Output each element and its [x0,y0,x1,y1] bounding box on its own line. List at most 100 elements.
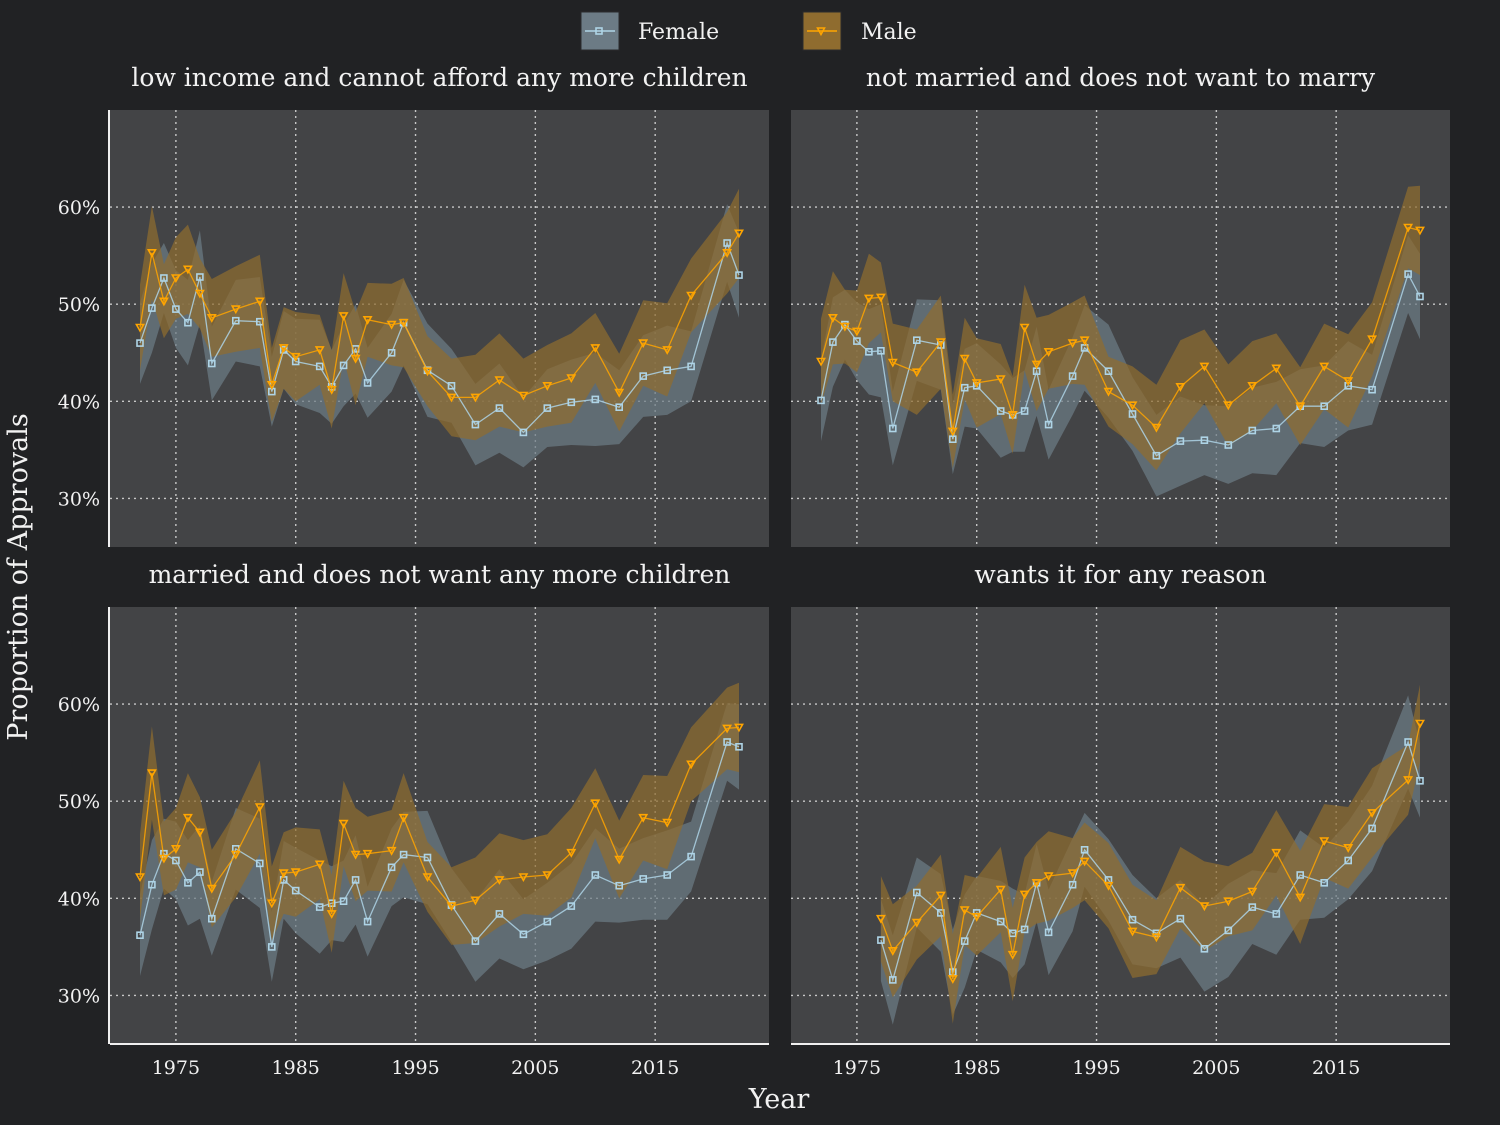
data-point-male [1199,902,1210,912]
data-point-male [170,845,181,854]
data-point-male [1007,950,1018,960]
data-point-male [1223,401,1234,411]
data-point-female [1080,845,1089,854]
data-point-male [290,352,301,362]
data-point-female [591,395,600,404]
data-point-female [1128,410,1137,418]
data-point-male [1175,383,1186,392]
panel-3: married and does not want any more child… [58,560,769,1079]
data-point-male [662,818,673,828]
data-point-male [386,320,397,330]
data-point-male [1043,872,1054,882]
data-point-male [971,379,982,388]
x-axis-title: Year [748,1084,810,1115]
data-point-male [314,346,325,355]
facet-title: not married and does not want to marry [866,63,1376,92]
data-point-male [863,294,874,304]
data-point-female [1176,437,1185,445]
data-point-male [1151,933,1162,943]
data-point-male [995,885,1006,895]
data-point-male [518,391,529,401]
data-point-male [362,316,373,325]
data-point-male [1151,423,1162,433]
data-point-male [1043,348,1054,357]
data-point-female [136,931,144,940]
y-tick-label: 50% [58,791,100,813]
data-point-female [639,372,648,380]
legend-label-male: Male [861,20,917,45]
data-point-male [722,724,733,734]
data-point-female [663,366,672,375]
data-point-female [160,274,168,282]
data-point-male [254,803,265,813]
data-point-male [398,318,409,328]
data-point-female [639,875,648,883]
data-point-male [254,297,265,307]
data-point-male [1079,857,1090,867]
data-point-male [614,388,625,398]
data-point-female [877,346,885,355]
panel-1: low income and cannot afford any more ch… [58,63,769,547]
data-point-male [590,344,601,353]
data-point-male [494,376,505,386]
data-point-female [1176,914,1185,923]
y-tick-label: 30% [58,985,100,1007]
legend-marker-male [816,27,826,37]
data-point-male [851,327,862,337]
data-point-male [722,249,733,258]
data-point-female [1248,903,1257,911]
data-point-male [1295,402,1306,412]
data-point-male [614,855,625,865]
data-point-male [887,358,898,368]
data-point-female [136,339,144,347]
data-point-male [1403,223,1414,233]
y-tick-label: 60% [58,694,100,716]
data-point-female [1368,824,1376,833]
data-point-male [230,305,241,315]
data-point-male [158,297,169,307]
data-point-male [947,427,958,437]
data-point-female [888,424,897,433]
data-point-male [194,289,205,299]
data-point-female [315,903,324,911]
legend-item-male[interactable]: Male [802,11,917,51]
data-point-male [135,323,145,333]
data-point-female [196,273,204,281]
data-point-male [686,760,697,770]
data-point-male [1367,809,1378,818]
data-point-female [315,362,324,371]
data-point-female [1020,925,1029,934]
data-point-female [184,878,192,887]
series-line-male [139,232,740,399]
panels: low income and cannot afford any more ch… [58,63,1450,1079]
confidence-band-male [140,188,739,441]
data-point-male [1367,335,1378,345]
data-point-male [1019,890,1030,900]
facet-title: wants it for any reason [974,560,1266,589]
y-tick-label: 50% [58,294,100,316]
data-point-female [387,863,396,872]
data-point-female [1416,292,1424,301]
data-point-female [853,337,861,345]
data-point-female [1008,929,1017,938]
data-point-male [338,312,349,321]
x-tick-label: 1985 [953,1057,1001,1079]
data-point-male [470,393,481,403]
data-point-female [735,271,743,279]
legend-item-female[interactable]: Female [580,11,719,51]
data-point-male [1103,881,1114,891]
data-point-male [590,799,601,809]
data-point-male [206,884,217,894]
data-point-female [399,850,408,859]
data-point-male [566,848,577,858]
legend: Female Male [580,11,917,51]
y-tick-label: 40% [58,391,100,413]
data-point-female [543,404,552,412]
data-point-male [518,873,529,883]
data-point-male [1127,927,1138,937]
data-point-female [567,902,576,910]
data-point-male [1031,360,1042,370]
data-point-male [686,291,697,301]
data-point-male [158,854,169,864]
